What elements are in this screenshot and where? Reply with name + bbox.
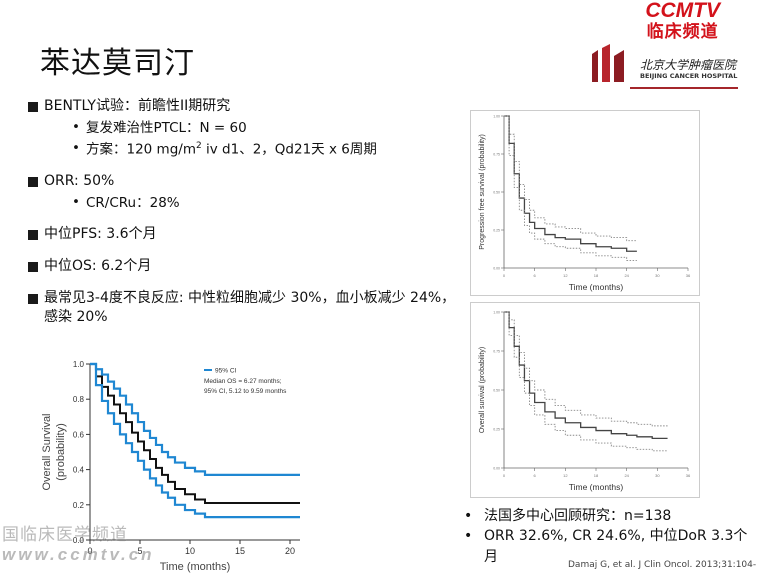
- x-tick-label: 18: [594, 273, 599, 278]
- hospital-divider: [630, 87, 738, 89]
- hospital-name-en: BEIJING CANCER HOSPITAL: [640, 72, 738, 80]
- y-tick-label: 0.25: [493, 229, 500, 233]
- hospital-name-cn: 北京大学肿瘤医院: [640, 58, 737, 72]
- x-tick-label: 30: [655, 473, 660, 478]
- bullet-adverse: 最常见3-4度不良反应: 中性粒细胞减少 30%，血小板减少 24%，感染 20…: [28, 289, 458, 327]
- x-tick-label: 0: [87, 546, 92, 556]
- y-tick-label: 0.25: [493, 428, 500, 432]
- os-chart-bently: 0.0 0.2 0.4 0.6 0.8 1.0 0 5 10 15 20 Time (months) O…: [41, 360, 300, 573]
- os-ci-line: [90, 362, 300, 476]
- y-tick-label: 1.00: [493, 115, 500, 119]
- x-tick-label: 30: [655, 273, 660, 278]
- y-tick-label: 0.0: [73, 536, 85, 545]
- km-line: [504, 311, 668, 440]
- hospital-logo: 北京大学肿瘤医院 BEIJING CANCER HOSPITAL: [588, 40, 738, 90]
- y-axis-label: Overall survival (probability): [479, 347, 486, 433]
- y-tick-label: 0.8: [73, 395, 85, 404]
- x-tick-label: 36: [686, 273, 691, 278]
- y-tick-label: 0.75: [493, 153, 500, 157]
- slide-title: 苯达莫司汀: [40, 46, 195, 81]
- os-ci-line: [90, 362, 300, 519]
- watermark: 国临床医学频道 www.ccmtv.cn: [2, 525, 155, 565]
- y-tick-label: 0.50: [493, 389, 500, 393]
- sub-bullet-cr: CR/CRu：28%: [72, 193, 458, 212]
- bullet-pfs: 中位PFS: 3.6个月: [28, 225, 458, 244]
- x-tick-label: 6: [534, 473, 537, 478]
- km-ci-line: [504, 311, 668, 452]
- y-tick-label: 0.2: [73, 501, 85, 510]
- x-tick-label: 36: [686, 473, 691, 478]
- x-tick-label: 15: [235, 546, 245, 556]
- sub-bullet-n: 复发难治性PTCL：N = 60: [72, 118, 458, 137]
- watermark-line2: www.ccmtv.cn: [2, 545, 155, 564]
- x-tick-label: 5: [137, 546, 142, 556]
- sub-bullet-regimen: 方案：120 mg/m2 iv d1、2，Qd21天 x 6周期: [72, 139, 458, 159]
- hospital-emblem-icon: [592, 44, 624, 82]
- citation: Damaj G, et al. J Clin Oncol. 2013;31:10…: [568, 560, 757, 570]
- bullet-orr: ORR: 50%: [28, 172, 458, 191]
- x-tick-label: 0: [503, 273, 506, 278]
- legend-note: Median OS = 6.27 months;: [204, 378, 282, 385]
- french-study-summary: 法国多中心回顾研究：n=138 ORR 32.6%, CR 24.6%, 中位D…: [462, 506, 758, 567]
- french-study-n: 法国多中心回顾研究：n=138: [462, 506, 758, 527]
- legend-note: 95% CI, 5.12 to 9.59 months: [204, 388, 287, 395]
- brand-top: CCMTV: [645, 0, 720, 22]
- brand-bottom: 临床频道: [646, 22, 719, 42]
- y-tick-label: 0.00: [493, 467, 500, 471]
- y-axis-label: Progression free survival (probability): [479, 134, 486, 250]
- km-ci-line: [504, 311, 668, 427]
- x-tick-label: 24: [624, 473, 629, 478]
- x-tick-label: 18: [594, 473, 599, 478]
- y-tick-label: 1.0: [73, 360, 85, 369]
- km-line: [504, 115, 637, 252]
- x-tick-label: 6: [534, 273, 537, 278]
- legend-label: 95% CI: [215, 368, 237, 375]
- pfs-chart-french: 0.00 0.25 0.50 0.75 1.00 0 6 12 18 24 30 36 Time (mo…: [470, 110, 700, 296]
- y-tick-label: 0.00: [493, 267, 500, 271]
- y-tick-label: 0.75: [493, 350, 500, 354]
- x-axis-label: Time (months): [569, 482, 624, 492]
- x-tick-label: 10: [185, 546, 195, 556]
- bullet-os: 中位OS: 6.2个月: [28, 257, 458, 276]
- os-chart-french: 0.00 0.25 0.50 0.75 1.00 0 6 12 18 24 30 36 Time (mo…: [470, 302, 700, 498]
- x-tick-label: 20: [285, 546, 295, 556]
- os-median-line: [90, 363, 300, 505]
- ccmtv-logo: CCMTV 临床频道: [645, 0, 720, 42]
- y-tick-label: 1.00: [493, 311, 500, 315]
- y-tick-label: 0.4: [73, 466, 85, 475]
- x-axis-label: Time (months): [160, 561, 231, 573]
- x-tick-label: 12: [563, 473, 568, 478]
- x-tick-label: 12: [563, 273, 568, 278]
- km-ci-line: [504, 115, 637, 242]
- y-tick-label: 0.6: [73, 430, 85, 439]
- km-ci-line: [504, 115, 637, 261]
- bullet-bently: BENTLY试验：前瞻性II期研究: [28, 97, 458, 116]
- x-tick-label: 0: [503, 473, 506, 478]
- y-tick-label: 0.50: [493, 191, 500, 195]
- y-axis-label-unit: (probability): [55, 423, 67, 480]
- french-study-orr: ORR 32.6%, CR 24.6%, 中位DoR 3.3个月: [462, 526, 758, 567]
- bullet-list: BENTLY试验：前瞻性II期研究 复发难治性PTCL：N = 60 方案：12…: [28, 97, 458, 327]
- watermark-line1: 国临床医学频道: [2, 525, 128, 545]
- y-axis-label: Overall Survival: [41, 413, 53, 490]
- x-tick-label: 24: [624, 273, 629, 278]
- x-axis-label: Time (months): [569, 282, 624, 292]
